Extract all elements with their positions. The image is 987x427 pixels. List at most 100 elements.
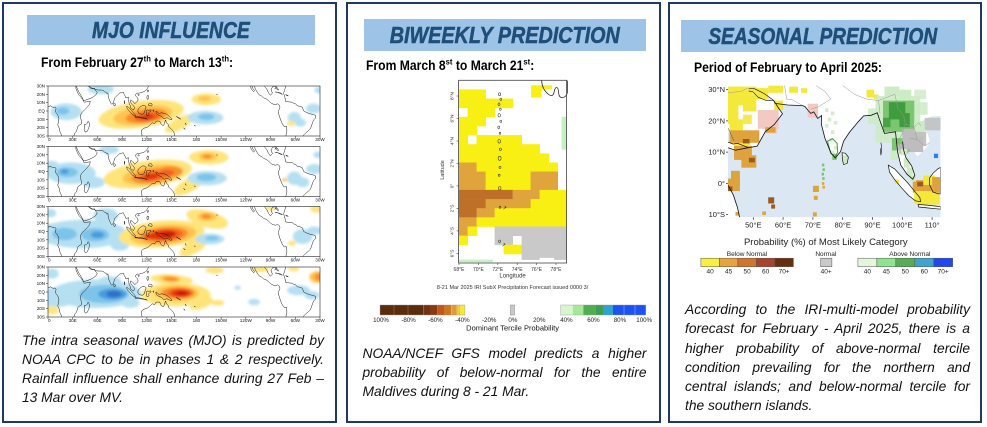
svg-text:4°N: 4°N [450, 136, 456, 145]
svg-text:20S: 20S [37, 246, 45, 251]
svg-text:-20%: -20% [482, 317, 497, 324]
svg-text:30N: 30N [37, 144, 45, 149]
svg-text:EQ: EQ [38, 290, 45, 295]
svg-text:120E: 120E [142, 137, 153, 142]
svg-text:60%: 60% [587, 317, 600, 324]
svg-text:60W: 60W [291, 258, 301, 263]
svg-text:80%: 80% [614, 317, 627, 324]
svg-text:30E: 30E [69, 198, 77, 203]
svg-text:60E: 60E [93, 198, 101, 203]
svg-text:8-21 Mar 2025 IRI SubX Precipi: 8-21 Mar 2025 IRI SubX Precipitation For… [437, 285, 589, 291]
svg-text:60W: 60W [291, 137, 301, 142]
svg-text:50°E: 50°E [745, 220, 761, 229]
svg-text:0°: 0° [450, 184, 456, 189]
svg-text:4°S: 4°S [450, 227, 456, 235]
svg-text:45: 45 [725, 269, 733, 276]
svg-text:150E: 150E [166, 318, 177, 323]
svg-text:10N: 10N [37, 161, 45, 166]
svg-text:120W: 120W [240, 137, 253, 142]
svg-text:45: 45 [883, 269, 891, 276]
svg-text:10N: 10N [37, 281, 45, 286]
svg-text:70°E: 70°E [473, 267, 485, 273]
svg-text:-40%: -40% [455, 317, 470, 324]
svg-text:0: 0 [48, 318, 51, 323]
svg-text:10S: 10S [37, 237, 45, 242]
svg-text:40%: 40% [560, 317, 573, 324]
svg-text:20°N: 20°N [708, 116, 725, 125]
svg-text:150E: 150E [166, 198, 177, 203]
svg-text:Dominant Tercile Probability: Dominant Tercile Probability [466, 324, 559, 333]
svg-text:Probability (%) of Most Likely: Probability (%) of Most Likely Category [744, 237, 908, 248]
svg-text:60E: 60E [93, 137, 101, 142]
svg-text:10N: 10N [37, 221, 45, 226]
svg-text:30N: 30N [37, 265, 45, 270]
svg-text:30°N: 30°N [708, 85, 725, 94]
svg-text:-60%: -60% [428, 317, 443, 324]
svg-text:90E: 90E [118, 318, 126, 323]
svg-text:20S: 20S [37, 306, 45, 311]
svg-text:70°E: 70°E [805, 220, 821, 229]
svg-text:150W: 150W [215, 137, 228, 142]
svg-text:↗: ↗ [502, 242, 506, 248]
svg-text:Latitude: Latitude [440, 160, 446, 180]
svg-text:100°E: 100°E [892, 220, 913, 229]
svg-text:10°S: 10°S [709, 210, 725, 219]
svg-text:30N: 30N [37, 204, 45, 209]
svg-text:8°N: 8°N [450, 91, 456, 100]
svg-text:10°N: 10°N [708, 148, 725, 157]
svg-text:120W: 120W [240, 258, 253, 263]
svg-text:20S: 20S [37, 125, 45, 130]
svg-text:30S: 30S [37, 315, 45, 320]
svg-text:Below Normal: Below Normal [727, 251, 768, 258]
svg-text:Above Normal: Above Normal [889, 251, 931, 258]
svg-text:100%: 100% [636, 317, 652, 324]
svg-text:100%: 100% [373, 317, 389, 324]
svg-text:60E: 60E [93, 258, 101, 263]
svg-text:50: 50 [902, 269, 910, 276]
svg-text:10N: 10N [37, 100, 45, 105]
svg-text:120E: 120E [142, 198, 153, 203]
svg-text:90E: 90E [118, 258, 126, 263]
svg-text:EQ: EQ [38, 229, 45, 234]
svg-text:20%: 20% [533, 317, 546, 324]
svg-text:70+: 70+ [779, 269, 790, 276]
svg-text:10S: 10S [37, 298, 45, 303]
svg-text:60W: 60W [291, 198, 301, 203]
svg-text:90W: 90W [266, 198, 276, 203]
svg-text:80°E: 80°E [835, 220, 851, 229]
svg-text:30S: 30S [37, 254, 45, 259]
svg-text:90E: 90E [118, 198, 126, 203]
svg-text:120W: 120W [240, 198, 253, 203]
svg-text:50: 50 [743, 269, 751, 276]
svg-text:90°E: 90°E [864, 220, 880, 229]
svg-text:↗: ↗ [503, 205, 507, 211]
svg-text:30W: 30W [315, 258, 325, 263]
svg-text:120W: 120W [240, 318, 253, 323]
svg-text:40: 40 [706, 269, 714, 276]
svg-text:40: 40 [864, 269, 872, 276]
svg-text:20N: 20N [37, 212, 45, 217]
svg-text:180: 180 [193, 318, 201, 323]
svg-text:110°: 110° [925, 220, 940, 229]
svg-text:0: 0 [48, 137, 51, 142]
svg-text:72°E: 72°E [492, 267, 504, 273]
svg-text:0: 0 [48, 198, 51, 203]
svg-text:60W: 60W [291, 318, 301, 323]
svg-text:30N: 30N [37, 84, 45, 89]
svg-text:6°N: 6°N [450, 114, 456, 123]
svg-text:74°E: 74°E [512, 267, 524, 273]
svg-text:6°S: 6°S [450, 250, 456, 258]
svg-text:30W: 30W [315, 137, 325, 142]
svg-text:60: 60 [921, 269, 929, 276]
svg-text:EQ: EQ [38, 109, 45, 114]
svg-text:68°E: 68°E [454, 267, 466, 273]
svg-text:10S: 10S [37, 177, 45, 182]
svg-text:0: 0 [48, 258, 51, 263]
svg-text:150W: 150W [215, 258, 228, 263]
svg-text:Normal: Normal [815, 251, 837, 258]
svg-text:180: 180 [193, 198, 201, 203]
svg-text:Longitude: Longitude [499, 274, 526, 280]
svg-text:20N: 20N [37, 152, 45, 157]
svg-text:0°: 0° [718, 179, 725, 188]
svg-text:40+: 40+ [821, 269, 832, 276]
